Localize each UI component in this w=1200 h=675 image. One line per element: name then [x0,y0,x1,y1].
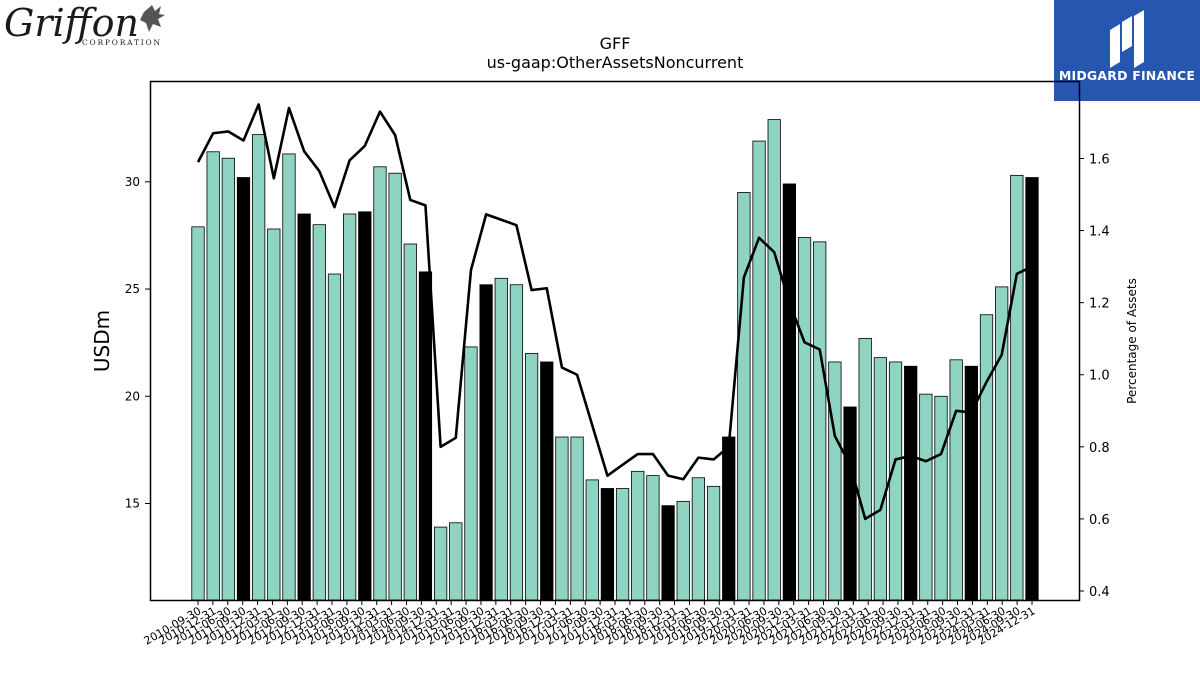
bar [873,357,887,601]
y2-tick-label: 1.4 [1089,225,1110,240]
bar [585,479,599,601]
y2-tick-label: 1.2 [1089,297,1110,312]
bar [297,213,311,601]
logo-wordmark: Griffon [4,2,139,45]
bar [540,361,554,601]
bar [949,359,963,601]
y2-tick-label: 0.4 [1089,585,1110,600]
bar [904,365,918,601]
bar [1010,174,1024,601]
bar [691,477,706,601]
bar [919,393,933,601]
bar [570,436,584,601]
y2-tick-label: 0.6 [1089,513,1110,528]
bar [1025,177,1039,601]
bar [858,337,872,601]
bar [737,192,751,601]
bar [843,406,857,601]
y-axis-right: 0.4 0.6 0.8 1.0 1.2 1.4 1.6 [1079,152,1110,600]
y2-tick-label: 1.6 [1089,152,1110,167]
bar [676,500,690,601]
chart-subtitle: us-gaap:OtherAssetsNoncurrent [487,53,744,72]
bar [282,153,296,601]
bar [509,284,524,601]
y-tick-label: 30 [125,175,140,189]
y-tick-label: 15 [125,496,140,510]
bar [373,166,387,601]
y-tick-label: 25 [125,282,140,296]
bar [327,273,342,601]
bar-series [191,119,1039,601]
bar [646,475,660,601]
x-axis: 2010-09-302010-12-312011-06-302011-09-30… [142,600,1038,648]
bar [494,277,508,601]
logo-subtitle: CORPORATION [82,38,162,47]
chart-title: GFF [600,34,631,53]
bar [206,151,220,601]
bar [358,211,372,601]
y2-tick-label: 1.0 [1089,369,1110,384]
percentage-line [196,103,1033,521]
bar [433,526,448,601]
bar [312,224,326,601]
bar [236,177,251,601]
bar [813,241,827,601]
bar [191,226,205,601]
y2-tick-label: 0.8 [1089,441,1110,456]
bar [706,485,721,601]
bar [388,172,402,601]
bar [722,436,736,601]
bar [752,140,766,601]
line-series [196,103,1033,521]
y2-axis-label: Percentage of Assets [1125,278,1139,404]
bar [888,361,903,601]
midgard-finance-label: MIDGARD FINANCE [1058,68,1196,83]
bar [464,346,478,601]
bar [479,284,493,601]
y-tick-label: 20 [125,389,140,403]
y-axis-left: 15 20 25 30 [125,175,150,510]
bar [555,436,569,601]
bar [631,470,645,601]
bar [782,183,796,601]
griffin-emblem-icon [140,5,165,32]
midgard-emblem-icon [1110,10,1144,68]
midgard-finance-logo: MIDGARD FINANCE [1054,0,1200,101]
bar [221,157,235,601]
bar [524,352,539,601]
bar [797,237,812,601]
bar [600,488,615,601]
bar [403,243,417,601]
bar [267,228,281,601]
bar [615,488,630,601]
bar [979,314,994,601]
bar [449,522,463,601]
bar [828,361,842,601]
bar [661,505,675,601]
bar [418,271,433,601]
bar [252,134,266,601]
griffon-corporation-logo: Griffon CORPORATION [4,1,174,48]
bar [934,395,948,601]
bar [343,213,357,601]
y-axis-label: USDm [90,310,114,372]
bar [767,119,781,601]
